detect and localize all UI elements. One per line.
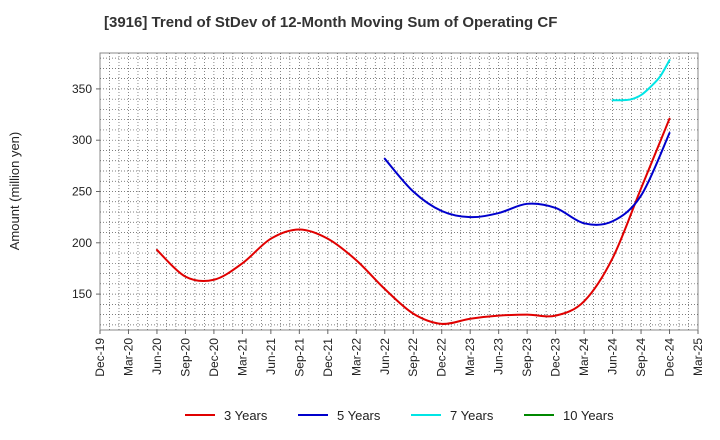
y-tick-label: 250 [72,185,92,199]
x-tick-label: Dec-22 [435,338,449,377]
y-tick-label: 200 [72,236,92,250]
legend-label-7-years: 7 Years [450,408,494,423]
x-tick-label: Jun-24 [606,338,620,375]
series-layer [155,59,671,325]
x-tick-label: Sep-24 [634,338,648,377]
x-tick-label: Mar-25 [691,338,705,376]
x-tick-label: Mar-20 [121,338,135,376]
plot-area [99,52,699,331]
x-tick-label: Dec-24 [663,338,677,377]
x-tick-label: Mar-21 [235,338,249,376]
x-tick-label: Dec-23 [549,338,563,377]
y-axis: 150 200 250 300 350 [72,82,100,301]
x-tick-label: Dec-21 [321,338,335,377]
x-tick-label: Jun-23 [492,338,506,375]
x-tick-label: Dec-19 [93,338,107,377]
series-line-3-years [155,117,671,325]
x-tick-label: Sep-21 [292,338,306,377]
x-tick-label: Jun-22 [378,338,392,375]
y-axis-title: Amount (million yen) [7,132,22,251]
x-tick-label: Sep-20 [178,338,192,377]
legend: 3 Years 5 Years 7 Years 10 Years [185,408,614,423]
x-tick-label: Dec-20 [207,338,221,377]
y-tick-label: 150 [72,287,92,301]
x-tick-label: Sep-22 [406,338,420,377]
y-tick-label: 300 [72,133,92,147]
x-tick-label: Mar-23 [463,338,477,376]
legend-label-5-years: 5 Years [337,408,381,423]
series-line-7-years [611,59,671,102]
x-tick-label: Sep-23 [520,338,534,377]
x-tick-label: Jun-21 [264,338,278,375]
x-axis: Dec-19 Mar-20 Jun-20 Sep-20 Dec-20 Mar-21 Jun-… [93,330,705,377]
series-line-5-years [383,132,671,226]
x-tick-label: Mar-22 [349,338,363,376]
legend-label-10-years: 10 Years [563,408,614,423]
y-tick-label: 350 [72,82,92,96]
x-tick-label: Mar-24 [577,338,591,376]
x-tick-label: Jun-20 [150,338,164,375]
legend-label-3-years: 3 Years [224,408,268,423]
chart-title: [3916] Trend of StDev of 12-Month Moving… [104,14,558,31]
